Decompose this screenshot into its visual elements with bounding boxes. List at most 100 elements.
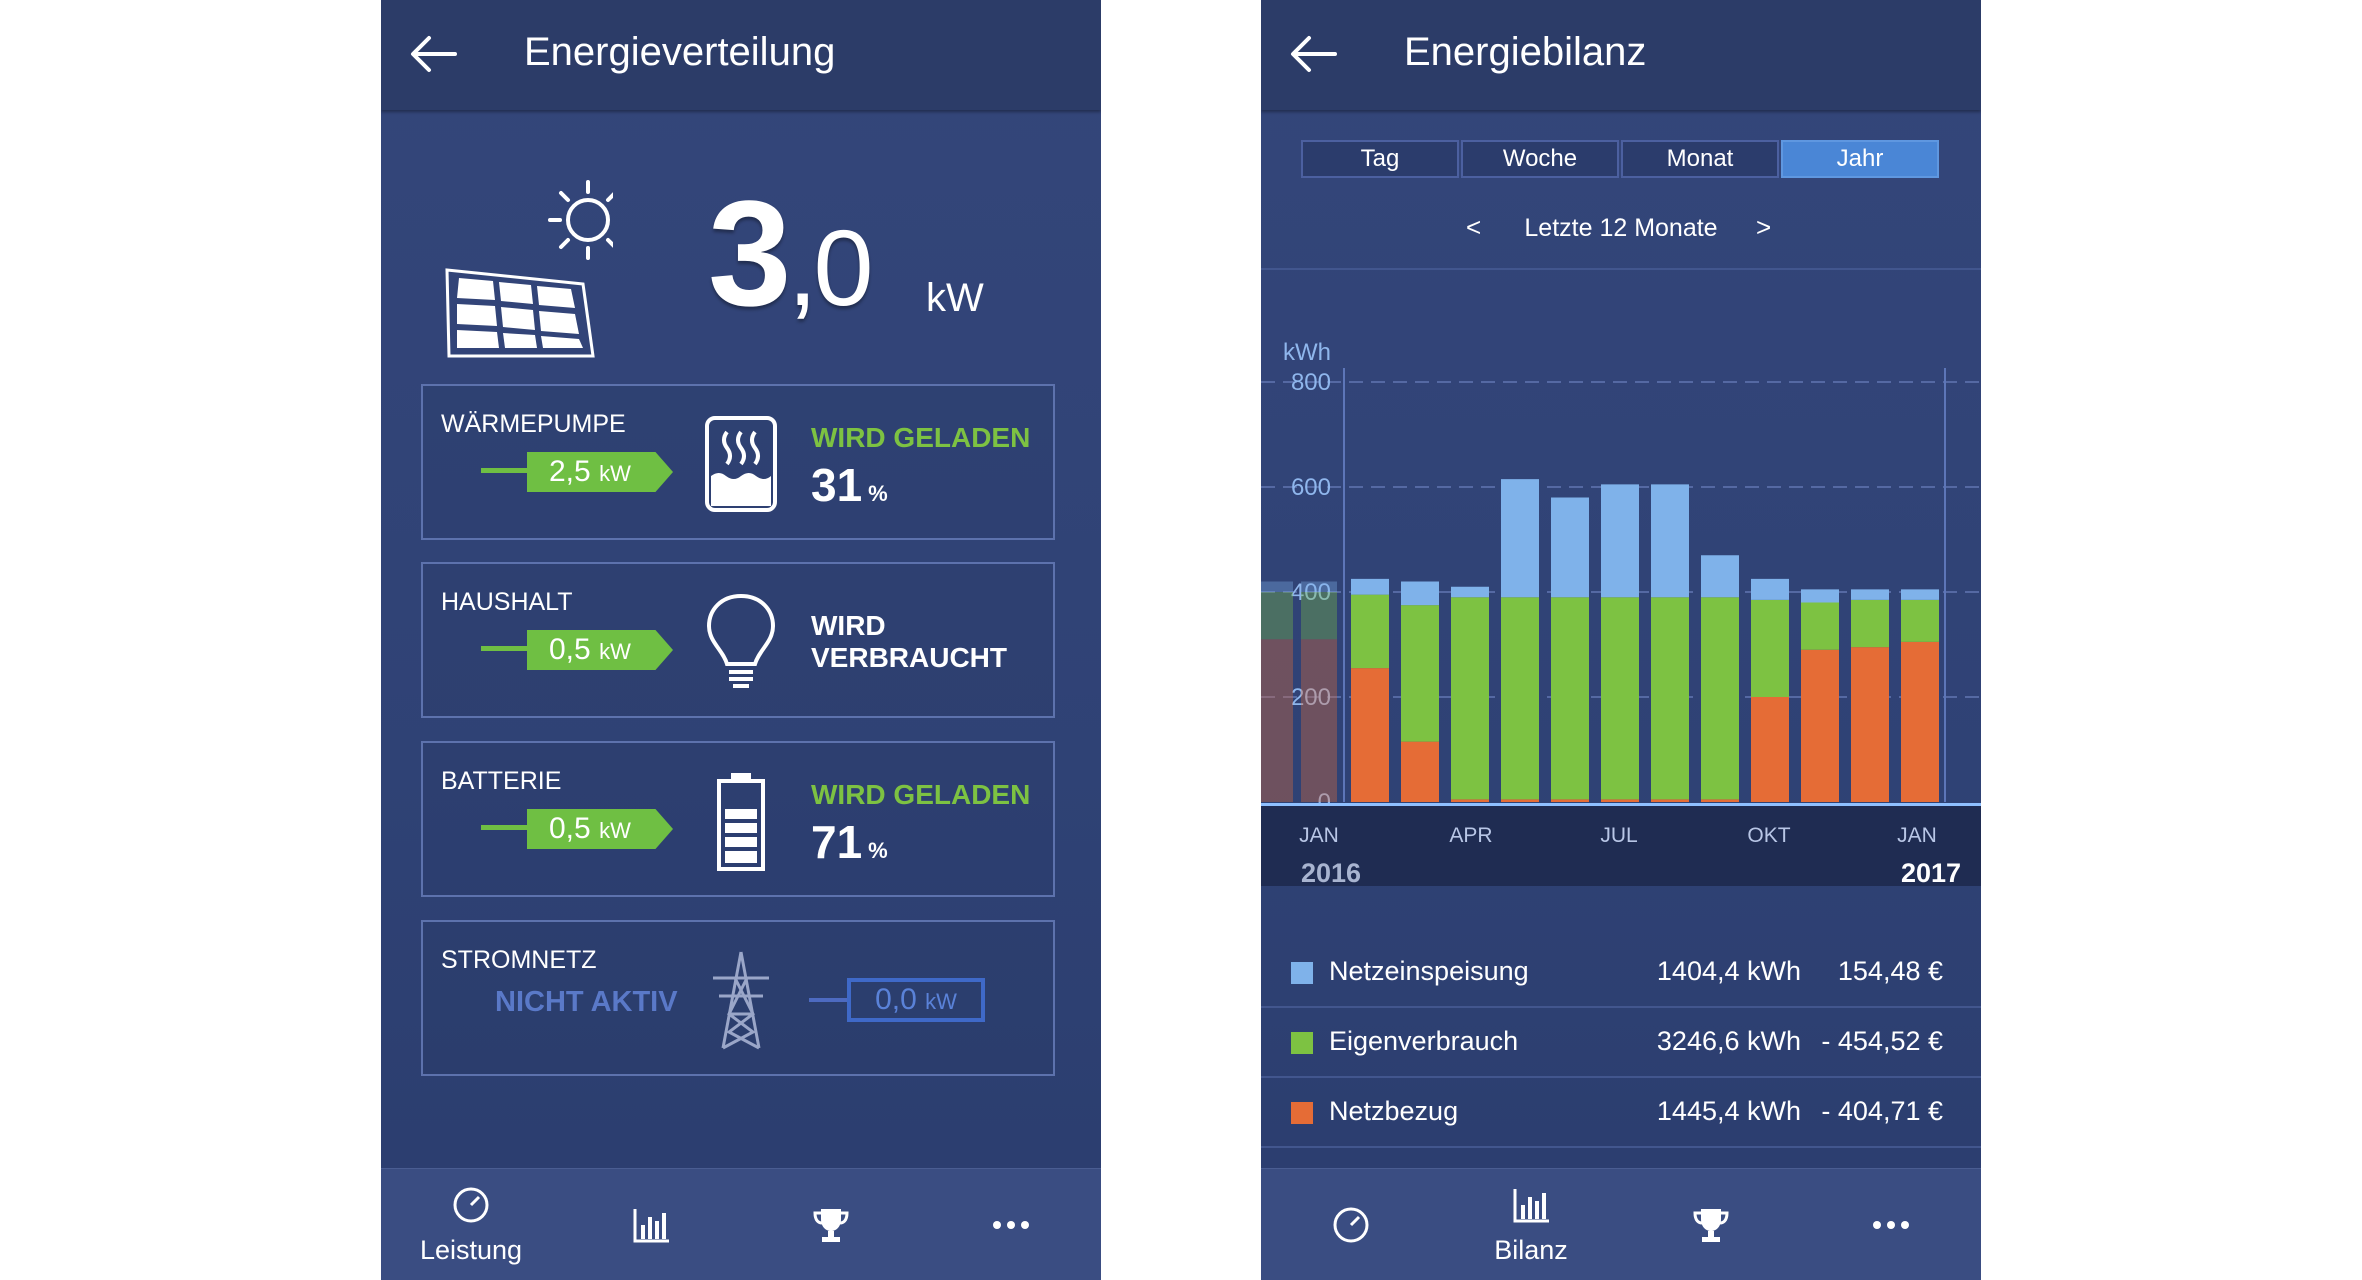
flow-value-tag: 0,5 kW [527, 809, 673, 849]
total-power-unit: kW [926, 276, 984, 320]
legend-name: Eigenverbrauch [1329, 1026, 1519, 1056]
energieverteilung-screen: Energieverteilung 3,0 kW WÄRMEPUMPE [381, 0, 1101, 1280]
app-bar: Energiebilanz [1261, 0, 1981, 110]
back-arrow-icon[interactable] [409, 32, 457, 76]
segment-jahr[interactable]: Jahr [1781, 140, 1939, 178]
card-batterie[interactable]: BATTERIE 0,5 kW WIRD GELADEN 71% [421, 741, 1055, 897]
tab-more[interactable] [921, 1169, 1101, 1280]
bar-segment [1801, 649, 1839, 802]
card-stromnetz[interactable]: STROMNETZ NICHT AKTIV 0,0 kW [421, 920, 1055, 1076]
bar-chart-icon [633, 1209, 669, 1243]
legend-kwh: 1404,4 kWh [1656, 956, 1801, 986]
energiebilanz-screen: Energiebilanz Tag Woche Monat Jahr Letzt… [1261, 0, 1981, 1280]
tab-achievements[interactable] [741, 1169, 921, 1280]
flow-value-tag: 0,5 kW [527, 630, 673, 670]
page-title: Energiebilanz [1404, 30, 1647, 74]
percent-value: 71 [811, 816, 863, 868]
segment-tag[interactable]: Tag [1301, 140, 1459, 178]
previous-period-button[interactable]: < [1466, 212, 1482, 242]
bar-segment [1651, 484, 1689, 598]
total-power-frac: ,0 [787, 207, 873, 328]
legend-eur: - 454,52 € [1821, 1026, 1943, 1056]
trophy-icon [1693, 1209, 1729, 1242]
flow-unit: kW [599, 639, 631, 664]
status-text: WIRD GELADEN [811, 422, 1031, 453]
flow-value-tag: 2,5 kW [527, 452, 673, 492]
bar-segment [1451, 586, 1489, 598]
tab-bilanz[interactable] [561, 1169, 741, 1280]
y-tick-label: 600 [1291, 474, 1331, 501]
legend-row-netzeinspeisung[interactable]: Netzeinspeisung 1404,4 kWh 154,48 € [1261, 936, 1981, 1008]
tab-leistung[interactable]: Leistung [381, 1169, 561, 1280]
bar-segment [1801, 589, 1839, 603]
legend-swatch [1291, 1102, 1313, 1124]
tab-leistung[interactable] [1261, 1169, 1441, 1280]
charge-percent: 31% [811, 458, 888, 512]
percent-unit: % [868, 838, 888, 863]
bar-segment [1851, 589, 1889, 600]
bar-segment [1401, 581, 1439, 606]
back-arrow-icon[interactable] [1289, 32, 1337, 76]
bar-segment [1501, 597, 1539, 800]
bar-segment [1801, 602, 1839, 650]
legend-row-netzbezug[interactable]: Netzbezug 1445,4 kWh - 404,71 € [1261, 1076, 1981, 1148]
period-segmented-control: Tag Woche Monat Jahr [1301, 140, 1941, 180]
tab-achievements[interactable] [1621, 1169, 1801, 1280]
bar-segment [1261, 592, 1293, 640]
bar-segment [1751, 697, 1789, 802]
bar-segment [1401, 741, 1439, 802]
bar-segment [1601, 484, 1639, 598]
x-month-label: JAN [1299, 824, 1339, 847]
y-tick-label: 200 [1291, 684, 1331, 711]
flow-value: 0,5 [549, 812, 591, 845]
bar-segment [1301, 581, 1337, 592]
flow-unit: kW [599, 818, 631, 843]
bar-segment [1501, 799, 1539, 802]
flow-line [481, 646, 529, 651]
bar-segment [1851, 647, 1889, 802]
total-power-value: 3,0 [708, 178, 874, 328]
segment-woche[interactable]: Woche [1461, 140, 1619, 178]
tab-bilanz[interactable]: Bilanz [1441, 1169, 1621, 1280]
bar-chart-icon [1513, 1189, 1549, 1223]
power-tower-icon [713, 951, 769, 1050]
more-dots-icon [993, 1221, 1029, 1229]
card-title: BATTERIE [441, 767, 562, 795]
bar-segment [1351, 578, 1389, 595]
bar-segment [1651, 799, 1689, 802]
status-text: WIRD GELADEN [811, 779, 1031, 810]
y-tick-label: 800 [1291, 369, 1331, 396]
flow-line [481, 825, 529, 830]
bar-segment [1401, 605, 1439, 742]
more-dots-icon [1873, 1221, 1909, 1229]
grid-unit: kW [925, 989, 957, 1014]
bar-segment [1701, 799, 1739, 802]
card-waermepumpe[interactable]: WÄRMEPUMPE 2,5 kW WIRD GELADEN 31% [421, 384, 1055, 540]
inactive-status: NICHT AKTIV [495, 986, 678, 1018]
bar-segment [1901, 589, 1939, 600]
legend-name: Netzbezug [1329, 1096, 1459, 1126]
x-year-label: 2016 [1301, 858, 1361, 888]
bar-segment [1851, 599, 1889, 648]
card-haushalt[interactable]: HAUSHALT 0,5 kW WIRD VERBRAUCHT [421, 562, 1055, 718]
bar-segment [1901, 599, 1939, 642]
legend-eur: 154,48 € [1837, 956, 1943, 986]
grid-value-box: 0,0 kW [847, 978, 985, 1022]
status-text: WIRD VERBRAUCHT [811, 610, 1007, 674]
next-period-button[interactable]: > [1756, 212, 1772, 242]
percent-unit: % [868, 481, 888, 506]
legend-eur: - 404,71 € [1821, 1096, 1943, 1126]
light-bulb-icon [706, 593, 776, 688]
bar-segment [1501, 479, 1539, 598]
tab-more[interactable] [1801, 1169, 1981, 1280]
segment-monat[interactable]: Monat [1621, 140, 1779, 178]
flow-line [809, 998, 849, 1002]
bar-segment [1301, 639, 1337, 802]
divider [1261, 268, 1981, 270]
bar-segment [1451, 799, 1489, 802]
flow-value: 2,5 [549, 455, 591, 488]
bar-segment [1751, 578, 1789, 600]
bottom-tab-bar: Bilanz [1261, 1168, 1981, 1280]
legend-row-eigenverbrauch[interactable]: Eigenverbrauch 3246,6 kWh - 454,52 € [1261, 1006, 1981, 1078]
